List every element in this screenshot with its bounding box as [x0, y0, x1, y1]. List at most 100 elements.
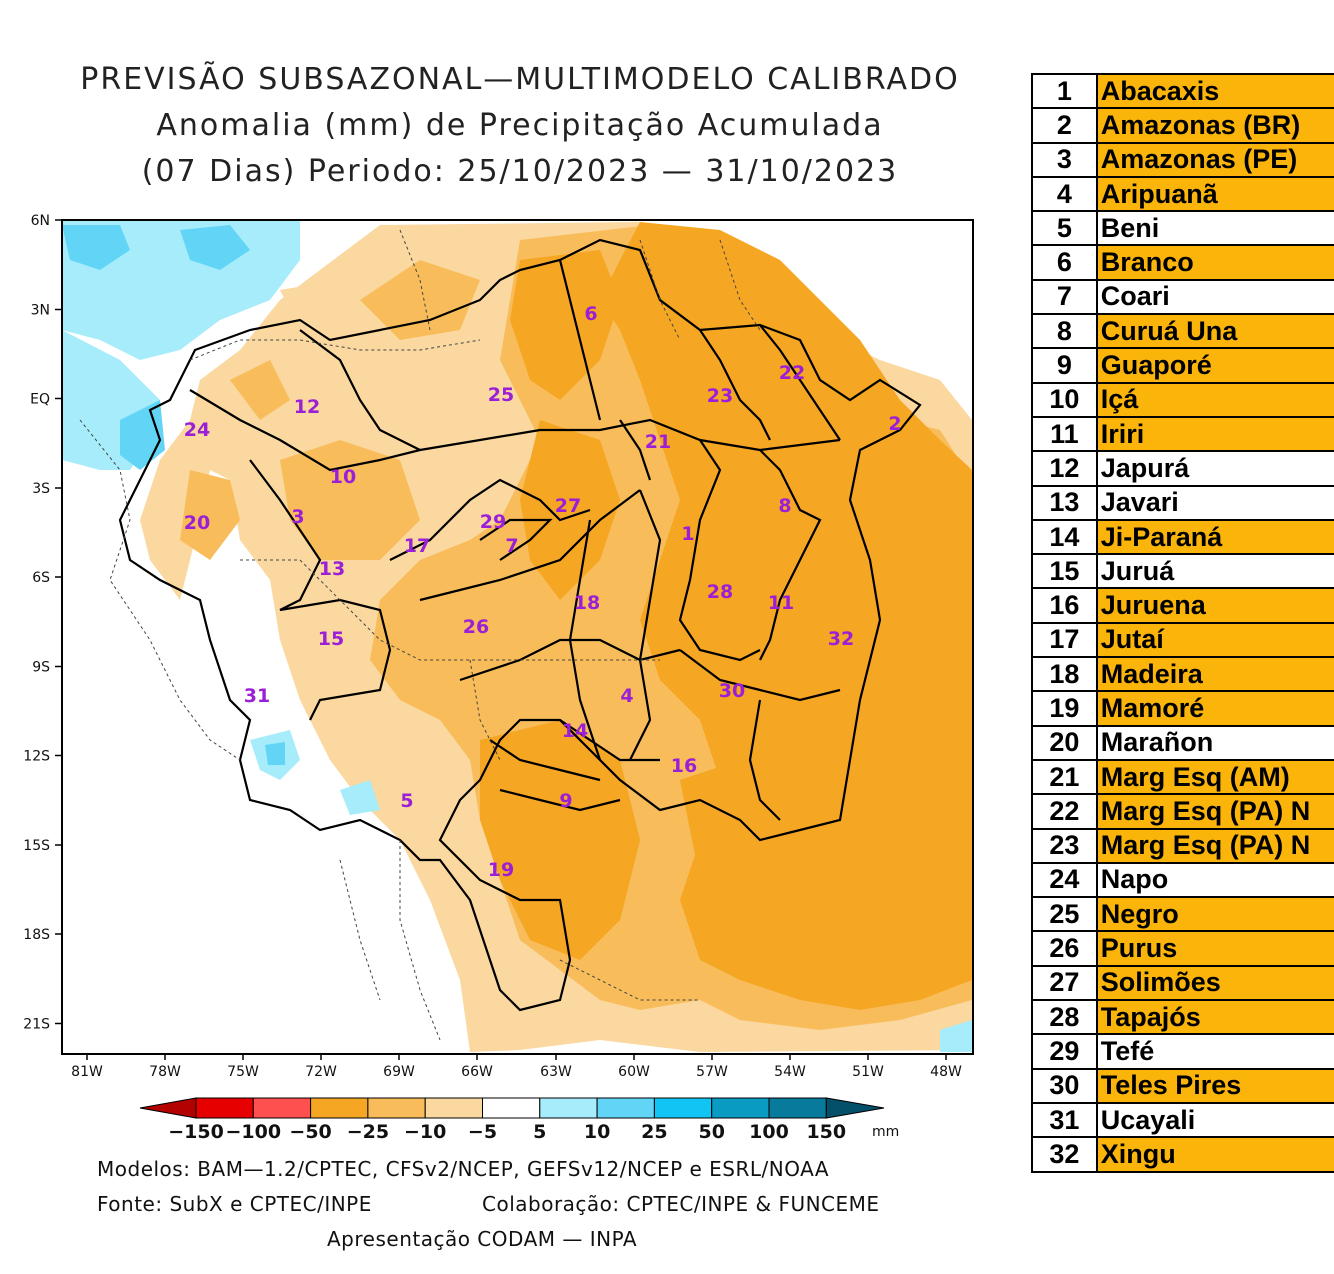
- basin-number: 23: [1031, 827, 1098, 864]
- colorbar-tick-label: −5: [468, 1121, 497, 1143]
- basin-row: 26 Purus: [1031, 930, 1334, 967]
- basin-row: 17 Jutaí: [1031, 621, 1334, 659]
- basin-label-9: 9: [559, 790, 572, 812]
- orange-field: [520, 420, 620, 600]
- basin-label-22: 22: [779, 362, 805, 384]
- basin-row: 5 Beni: [1031, 210, 1334, 247]
- basin-row: 1 Abacaxis: [1031, 72, 1334, 110]
- basin-number: 21: [1031, 758, 1098, 796]
- lon-tick-label: 72W: [305, 1064, 337, 1080]
- lon-tick-label: 54W: [774, 1064, 806, 1080]
- lat-tick-label: 6S: [32, 570, 50, 586]
- river-divide: [699, 329, 771, 441]
- basin-number: 9: [1031, 347, 1098, 384]
- lat-tick-label: 12S: [23, 749, 50, 765]
- basin-number: 11: [1031, 415, 1098, 453]
- basin-label-5: 5: [400, 790, 413, 812]
- river-divide: [389, 478, 591, 561]
- basin-row: 14 Ji-Paraná: [1031, 518, 1334, 556]
- basin-number: 17: [1031, 621, 1098, 659]
- basin-name: Içá: [1095, 381, 1334, 418]
- basin-number: 27: [1031, 964, 1098, 1002]
- lat-tick-label: 6N: [31, 213, 50, 229]
- basin-row: 19 Mamoré: [1031, 690, 1334, 727]
- basin-row: 4 Aripuanã: [1031, 175, 1334, 213]
- basin-number: 1: [1031, 72, 1098, 110]
- basin-label-2: 2: [888, 413, 901, 435]
- basin-label-24: 24: [184, 419, 210, 441]
- basin-number: 15: [1031, 553, 1098, 590]
- basin-name: Negro: [1095, 896, 1334, 933]
- colorbar-segment: [367, 1097, 426, 1119]
- basin-row: 31 Ucayali: [1031, 1101, 1334, 1139]
- basin-name: Iriri: [1095, 415, 1334, 453]
- basin-row: 23 Marg Esq (PA) N: [1031, 827, 1334, 864]
- basin-row: 18 Madeira: [1031, 656, 1334, 693]
- basin-name: Teles Pires: [1095, 1067, 1334, 1104]
- basin-number: 30: [1031, 1067, 1098, 1104]
- country-borders: [79, 229, 761, 1041]
- basin-number: 6: [1031, 244, 1098, 281]
- basin-name: Marg Esq (PA) N: [1095, 793, 1334, 830]
- basin-name: Marañon: [1095, 724, 1334, 761]
- river-divide: [499, 788, 621, 812]
- colorbar-segment: [424, 1097, 484, 1119]
- basin-label-1: 1: [681, 523, 694, 545]
- basin-outlines: [118, 238, 922, 1012]
- basin-name: Tapajós: [1095, 999, 1334, 1036]
- basin-row: 9 Guaporé: [1031, 347, 1334, 384]
- basin-name: Mamoré: [1095, 690, 1334, 727]
- basin-row: 28 Tapajós: [1031, 999, 1334, 1036]
- colorbar-segment: [310, 1097, 369, 1119]
- basin-row: 20 Marañon: [1031, 724, 1334, 761]
- basin-label-15: 15: [318, 628, 344, 650]
- basin-label-25: 25: [488, 384, 514, 406]
- colorbar-left-arrow: [139, 1097, 197, 1119]
- basin-label-26: 26: [463, 616, 489, 638]
- basin-name: Beni: [1095, 210, 1334, 247]
- basin-number-labels: 1234567891011121314151617181920212223242…: [184, 303, 902, 881]
- river-divide: [679, 649, 841, 702]
- colorbar-tick-label: 5: [533, 1121, 546, 1143]
- lon-tick-label: 75W: [227, 1064, 259, 1080]
- medium-orange-field: [230, 360, 290, 420]
- basin-row: 10 Içá: [1031, 381, 1334, 418]
- basin-label-30: 30: [719, 680, 745, 702]
- colorbar-tick-label: 50: [698, 1121, 724, 1143]
- lon-tick-label: 57W: [696, 1064, 728, 1080]
- orange-field: [680, 760, 760, 880]
- basin-label-8: 8: [778, 495, 791, 517]
- basin-number: 29: [1031, 1033, 1098, 1070]
- basin-name: Javari: [1095, 484, 1334, 521]
- basin-number: 2: [1031, 107, 1098, 144]
- light-orange-field: [280, 280, 360, 330]
- basin-name: Xingu: [1095, 1136, 1334, 1173]
- colorbar-tick-label: 10: [584, 1121, 610, 1143]
- basin-label-16: 16: [671, 755, 697, 777]
- basin-row: 13 Javari: [1031, 484, 1334, 521]
- colorbar-segment: [252, 1097, 312, 1119]
- orange-field: [600, 222, 972, 1010]
- basin-label-6: 6: [584, 303, 597, 325]
- lon-tick-label: 51W: [852, 1064, 884, 1080]
- basin-row: 6 Branco: [1031, 244, 1334, 281]
- presentation-credit: Apresentação CODAM — INPA: [327, 1227, 638, 1251]
- basin-name: Coari: [1095, 278, 1334, 316]
- river-divide: [568, 519, 602, 761]
- basin-number: 12: [1031, 450, 1098, 487]
- basin-name: Tefé: [1095, 1033, 1334, 1070]
- colorbar-tick-label: −10: [404, 1121, 446, 1143]
- amazon-basin-outline: [118, 238, 922, 1012]
- basin-label-21: 21: [645, 431, 671, 453]
- lon-tick-label: 78W: [149, 1064, 181, 1080]
- basin-number: 19: [1031, 690, 1098, 727]
- lat-tick-label: 9S: [32, 660, 50, 676]
- basin-name: Marg Esq (AM): [1095, 758, 1334, 796]
- lat-tick-label: 15S: [23, 838, 50, 854]
- basin-row: 21 Marg Esq (AM): [1031, 758, 1334, 796]
- blue-field: [265, 742, 285, 765]
- basin-number: 20: [1031, 724, 1098, 761]
- basin-name: Amazonas (PE): [1095, 141, 1334, 178]
- basin-row: 11 Iriri: [1031, 415, 1334, 453]
- medium-orange-field: [180, 470, 240, 560]
